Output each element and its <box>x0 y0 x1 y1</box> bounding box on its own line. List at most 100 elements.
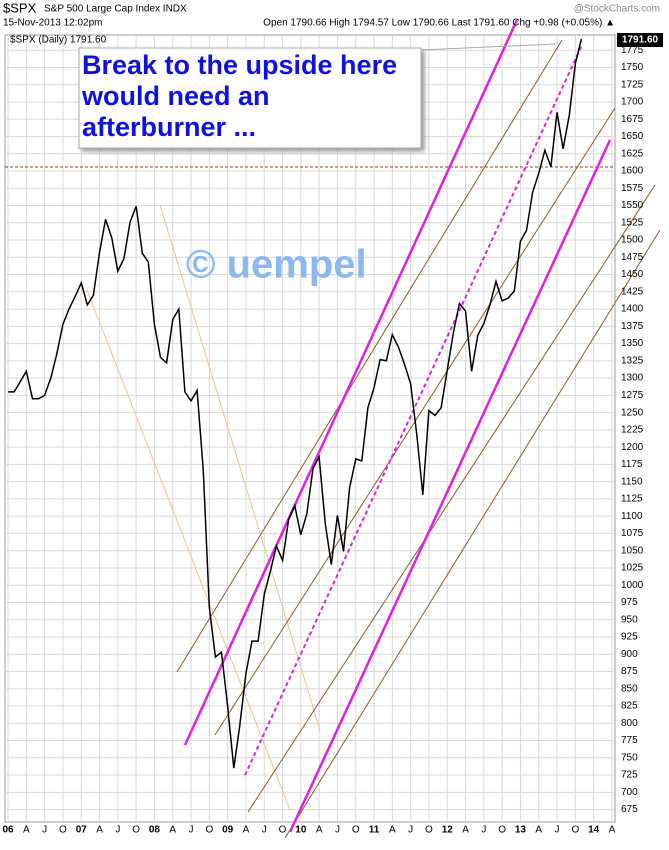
y-tick-label: 1350 <box>621 338 644 349</box>
y-tick-label: 1775 <box>621 45 644 56</box>
x-tick-label: 11 <box>369 825 380 836</box>
trend-line <box>183 19 519 746</box>
x-tick-label: A <box>316 825 323 836</box>
y-tick-label: 925 <box>621 632 638 643</box>
x-tick-label: A <box>243 825 250 836</box>
y-tick-label: 1625 <box>621 148 644 159</box>
trend-line <box>86 289 291 811</box>
y-tick-label: 1575 <box>621 183 644 194</box>
x-tick-label: O <box>352 825 360 836</box>
annotation-wrap: Break to the upside here would need an a… <box>82 50 398 142</box>
last-price-box <box>617 33 663 47</box>
y-tick-label: 975 <box>621 597 638 608</box>
watermark: © uempel <box>186 243 367 287</box>
y-tick-label: 1200 <box>621 442 644 453</box>
x-tick-label: J <box>262 825 267 836</box>
y-tick-label: 775 <box>621 735 638 746</box>
y-tick-label: 875 <box>621 666 638 677</box>
x-tick-label: 14 <box>588 825 600 836</box>
y-tick-label: 700 <box>621 787 638 798</box>
x-tick-label: A <box>23 825 30 836</box>
y-tick-label: 1425 <box>621 286 644 297</box>
y-tick-label: 1725 <box>621 79 644 90</box>
y-tick-label: 900 <box>621 649 638 660</box>
x-tick-label: J <box>189 825 194 836</box>
y-tick-label: 1400 <box>621 304 644 315</box>
y-tick-label: 800 <box>621 718 638 729</box>
y-tick-label: 1450 <box>621 269 644 280</box>
y-tick-label: 1250 <box>621 407 644 418</box>
y-tick-label: 1675 <box>621 114 644 125</box>
source: @StockCharts.com <box>574 4 660 15</box>
trend-line <box>176 39 563 673</box>
annotation-box <box>78 47 422 149</box>
x-tick-label: A <box>609 825 616 836</box>
marks <box>8 38 583 769</box>
x-tick-label: O <box>279 825 287 836</box>
x-tick-label: A <box>462 825 469 836</box>
x-tick-label: J <box>42 825 47 836</box>
price-line <box>8 38 583 769</box>
y-tick-label: 1700 <box>621 97 644 108</box>
x-tick-label: A <box>389 825 396 836</box>
timestamp: 15-Nov-2013 12:02pm <box>3 18 103 29</box>
trend-line <box>288 139 612 833</box>
trend-line <box>159 204 321 731</box>
x-tick-label: O <box>205 825 213 836</box>
x-tick-label: 13 <box>515 825 527 836</box>
y-tick-label: 750 <box>621 752 638 763</box>
x-tick-label: A <box>96 825 103 836</box>
legend-entry: $SPX (Daily) 1791.60 <box>10 35 107 46</box>
grid <box>5 35 615 822</box>
y-tick-label: 1025 <box>621 563 644 574</box>
x-tick-label: J <box>115 825 120 836</box>
y-tick-label: 1000 <box>621 580 644 591</box>
callout-pointer <box>419 43 556 51</box>
y-tick-label: 1225 <box>621 425 644 436</box>
y-tick-label: 725 <box>621 770 638 781</box>
x-tick-label: 06 <box>2 825 14 836</box>
x-tick-label: A <box>169 825 176 836</box>
plot-frame <box>4 34 616 823</box>
x-tick-label: 12 <box>442 825 454 836</box>
y-tick-label: 1525 <box>621 217 644 228</box>
x-tick-label: O <box>498 825 506 836</box>
y-tick-label: 675 <box>621 804 638 815</box>
x-tick-label: 09 <box>222 825 234 836</box>
x-tick-label: O <box>132 825 140 836</box>
x-tick-label: O <box>425 825 433 836</box>
y-tick-label: 1050 <box>621 545 644 556</box>
y-tick-label: 1375 <box>621 321 644 332</box>
last-price: 1791.60 <box>622 35 659 46</box>
y-tick-label: 1300 <box>621 373 644 384</box>
trend-line <box>284 229 661 839</box>
y-tick-label: 850 <box>621 683 638 694</box>
y-tick-label: 825 <box>621 701 638 712</box>
y-tick-label: 1125 <box>621 494 643 505</box>
x-tick-label: A <box>535 825 542 836</box>
y-tick-label: 1150 <box>621 476 643 487</box>
x-tick-label: J <box>481 825 486 836</box>
y-tick-label: 1075 <box>621 528 644 539</box>
x-tick-label: 10 <box>295 825 307 836</box>
x-tick-label: J <box>555 825 560 836</box>
y-tick-label: 1100 <box>621 511 643 522</box>
quote: Open 1790.66 High 1794.57 Low 1790.66 La… <box>263 18 615 29</box>
trend-line <box>247 184 656 813</box>
chart-subtitle: S&P 500 Large Cap Index INDX <box>44 4 187 15</box>
x-tick-label: O <box>59 825 67 836</box>
y-tick-label: 1275 <box>621 390 644 401</box>
x-tick-label: J <box>408 825 413 836</box>
annotation: Break to the upside here would need an a… <box>82 50 398 142</box>
y-tick-label: 1550 <box>621 200 644 211</box>
y-tick-label: 1750 <box>621 62 644 73</box>
y-tick-label: 1650 <box>621 131 644 142</box>
y-tick-label: 1500 <box>621 235 644 246</box>
y-tick-label: 1325 <box>621 355 644 366</box>
x-tick-label: 08 <box>149 825 161 836</box>
x-tick-label: O <box>571 825 579 836</box>
chart-title: $SPX <box>3 0 37 15</box>
y-tick-label: 1475 <box>621 252 644 263</box>
y-tick-label: 1175 <box>621 459 643 470</box>
